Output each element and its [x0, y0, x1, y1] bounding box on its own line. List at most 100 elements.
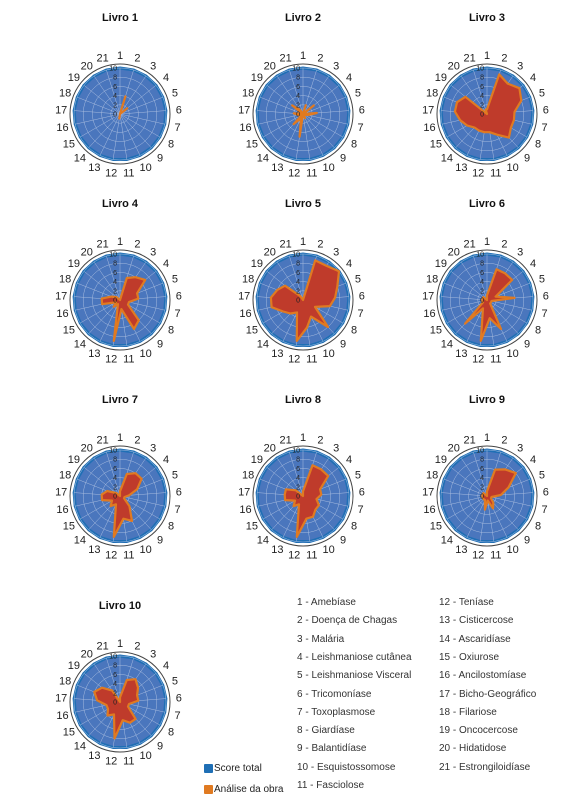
- tick-label: 8: [480, 261, 484, 268]
- axis-label: 12: [105, 755, 117, 767]
- axis-label: 18: [59, 273, 71, 285]
- grid-spoke: [75, 113, 121, 125]
- axis-label: 7: [357, 122, 363, 134]
- axis-label: 9: [157, 152, 163, 164]
- axis-label: 19: [251, 72, 263, 84]
- grid-spoke: [302, 113, 311, 160]
- tick-label: 4: [480, 279, 484, 286]
- axis-label: 7: [357, 504, 363, 516]
- tick-label: 6: [113, 672, 117, 679]
- grid-spoke: [486, 299, 527, 324]
- disease-name: 5 - Leishmaniose Visceral: [297, 670, 412, 682]
- grid-spoke: [119, 113, 128, 160]
- disease-name: 15 - Oxiurose: [439, 651, 500, 663]
- axis-label: 1: [117, 638, 123, 650]
- tick-label: 2: [113, 102, 117, 109]
- tick-label: 6: [296, 466, 300, 473]
- axis-label: 11: [123, 353, 134, 365]
- axis-label: 1: [484, 236, 490, 248]
- disease-name-legend: 1 - Amebíase 2 - Doença de Chagas 3 - Malá…: [297, 597, 577, 797]
- legend-item-score-total: Score total: [204, 762, 262, 776]
- tick-label: 10: [292, 448, 300, 455]
- grid-spoke: [77, 96, 121, 115]
- disease-name: 6 - Tricomoníase: [297, 688, 372, 700]
- axis-label: 4: [346, 258, 352, 270]
- grid-spoke: [302, 113, 348, 125]
- axis-label: 8: [535, 325, 541, 337]
- axis-label: 6: [543, 487, 549, 499]
- axis-label: 13: [455, 544, 467, 556]
- axis-label: 15: [246, 139, 258, 151]
- tick-label: 8: [113, 457, 117, 464]
- grid-spoke: [302, 75, 330, 115]
- axis-label: 18: [242, 87, 254, 99]
- axis-label: 11: [490, 549, 501, 561]
- tick-label: 10: [109, 252, 117, 259]
- tick-label: 8: [296, 261, 300, 268]
- axis-label: 21: [463, 53, 475, 65]
- axis-label: 5: [172, 273, 178, 285]
- axis-label: 15: [246, 521, 258, 533]
- axis-label: 4: [530, 258, 536, 270]
- axis-label: 10: [139, 750, 151, 762]
- axis-label: 15: [430, 521, 442, 533]
- legend-swatch-score-total: [204, 763, 213, 773]
- axis-label: 10: [322, 544, 334, 556]
- outer-ring: [69, 651, 171, 753]
- tick-label: 0: [480, 112, 484, 119]
- axis-label: 15: [63, 727, 75, 739]
- axis-label: 14: [74, 338, 86, 350]
- tick-label: 0: [480, 298, 484, 305]
- outer-ring: [436, 445, 538, 547]
- series-analise-obra: [118, 95, 129, 120]
- tick-label: 6: [296, 84, 300, 91]
- axis-label: 19: [251, 258, 263, 270]
- axis-label: 12: [288, 167, 300, 179]
- grid-spoke: [486, 495, 495, 542]
- grid-spoke: [119, 75, 147, 115]
- axis-label: 2: [134, 435, 140, 447]
- grid-spoke: [302, 96, 346, 115]
- axis-label: 8: [351, 139, 357, 151]
- axis-label: 16: [239, 122, 251, 134]
- axis-label: 11: [123, 755, 134, 767]
- axis-label: 12: [288, 549, 300, 561]
- axis-label: 2: [317, 435, 323, 447]
- tick-label: 0: [480, 494, 484, 501]
- axis-label: 16: [423, 504, 435, 516]
- axis-label: 19: [435, 258, 447, 270]
- axis-label: 8: [351, 325, 357, 337]
- grid-spoke: [88, 113, 121, 148]
- axis-label: 8: [535, 139, 541, 151]
- grid-spoke: [442, 495, 488, 507]
- axis-label: 9: [340, 534, 346, 546]
- axis-label: 13: [271, 162, 283, 174]
- axis-label: 20: [448, 246, 460, 258]
- tick-label: 4: [113, 93, 117, 100]
- axis-label: 3: [517, 442, 523, 454]
- tick-label: 0: [296, 112, 300, 119]
- axis-label: 11: [306, 167, 317, 179]
- grid-spoke: [276, 75, 304, 115]
- tick-label: 8: [480, 75, 484, 82]
- tick-label: 8: [480, 457, 484, 464]
- axis-label: 5: [172, 675, 178, 687]
- grid-spoke: [441, 492, 488, 497]
- grid-spoke: [263, 113, 304, 138]
- tick-label: 8: [113, 75, 117, 82]
- axis-label: 15: [63, 325, 75, 337]
- grid-spoke: [276, 261, 304, 301]
- chart-title: Livro 2: [285, 12, 321, 24]
- axis-label: 3: [333, 442, 339, 454]
- series-analise-obra: [100, 472, 143, 539]
- axis-label: 6: [176, 291, 182, 303]
- axis-label: 12: [472, 353, 484, 365]
- disease-name: 11 - Fasciolose: [297, 780, 365, 791]
- axis-label: 20: [448, 60, 460, 72]
- series-legend: Score total Análise da obra: [204, 762, 299, 802]
- tick-label: 4: [296, 93, 300, 100]
